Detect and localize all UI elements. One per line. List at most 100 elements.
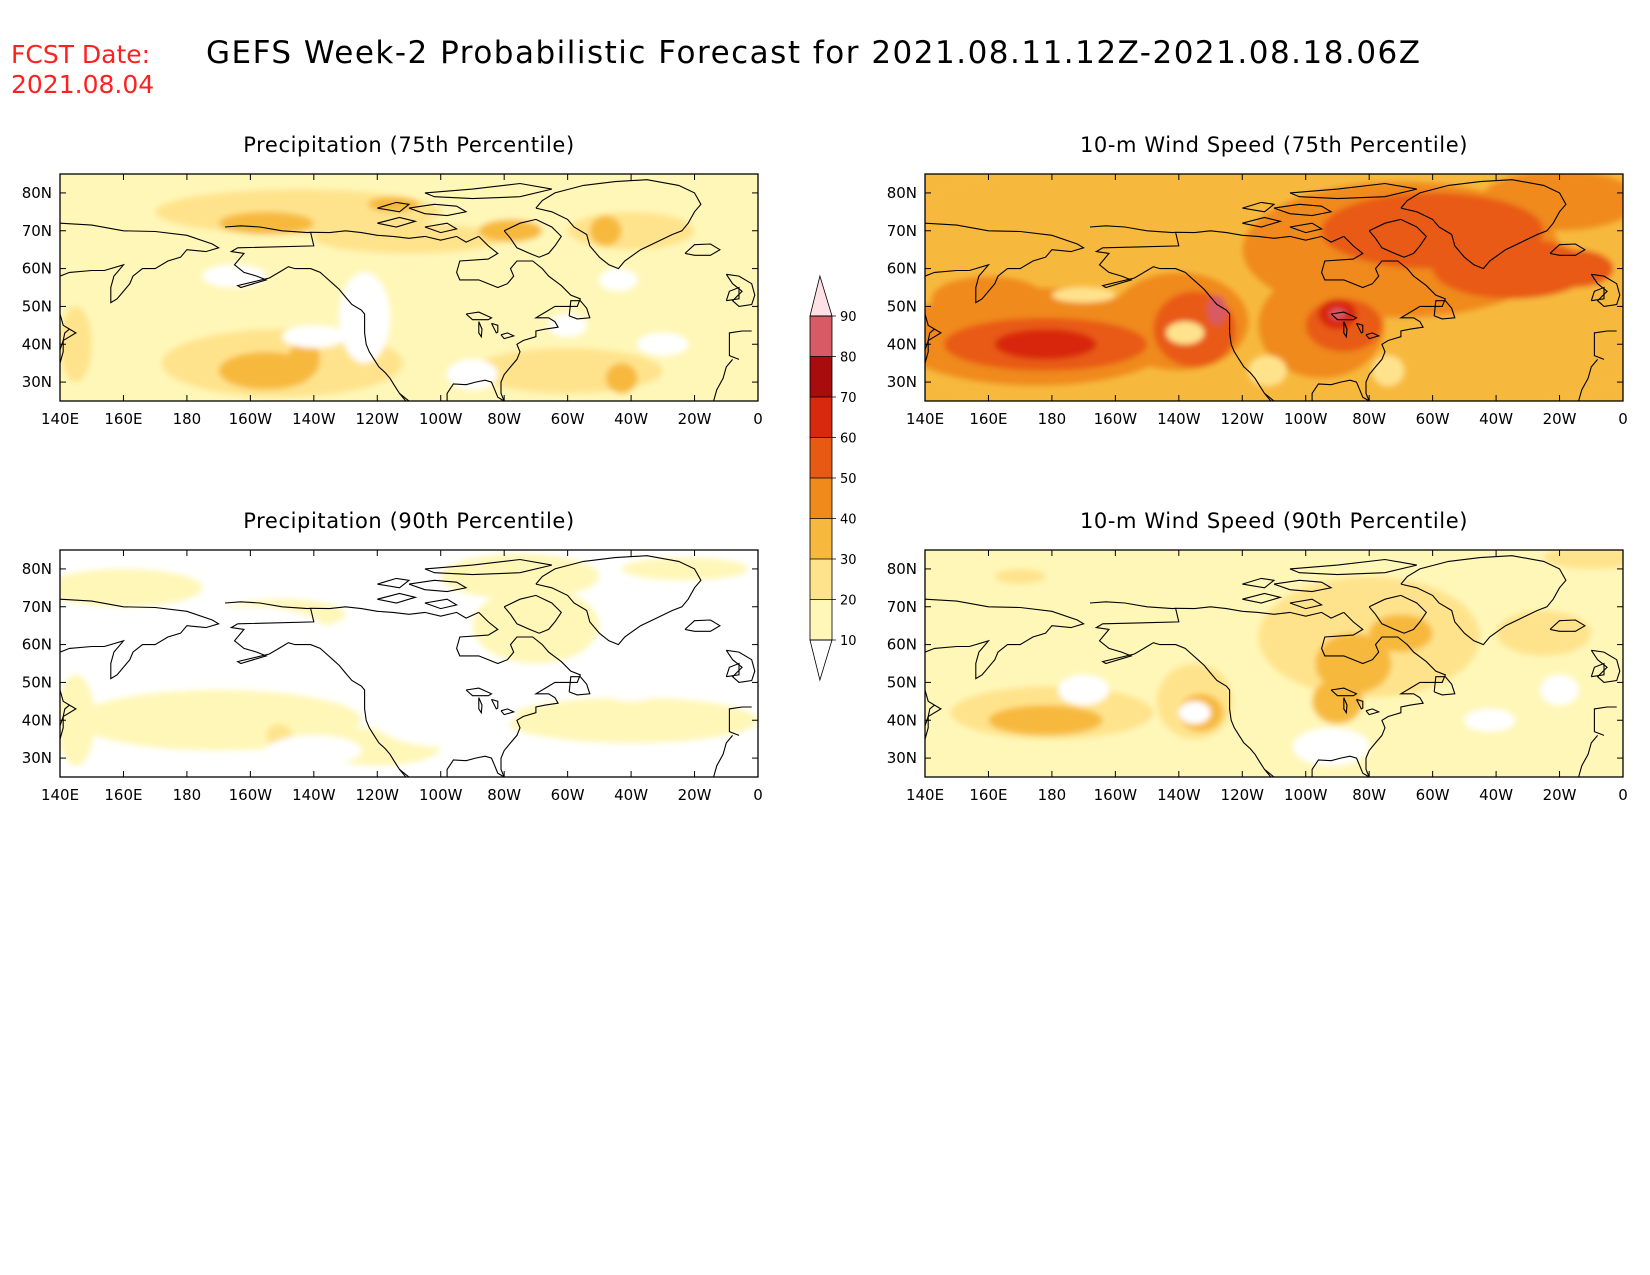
panel-title: 10-m Wind Speed (90th Percentile) [1080,509,1468,533]
x-tick-label: 20W [678,410,712,428]
x-tick-label: 80W [487,786,521,804]
y-tick-label: 60N [887,260,917,278]
y-tick-label: 60N [22,260,52,278]
field-shading [60,550,758,777]
x-tick-label: 160E [104,786,142,804]
x-tick-label: 140W [292,410,336,428]
x-tick-label: 120W [1221,410,1265,428]
y-tick-label: 70N [22,598,52,616]
y-tick-label: 80N [22,184,52,202]
x-tick-label: 160W [229,786,273,804]
panel-frame [59,173,759,402]
map-panel-3: Precipitation (90th Percentile) 80N 70N 60N… [22,509,763,804]
map-panel-2: 10-m Wind Speed (75th Percentile) 80N 70N 6… [887,133,1628,428]
colorbar-segment [810,518,832,559]
y-tick-label: 60N [22,636,52,654]
x-tick-label: 180 [1038,786,1067,804]
panel-frame [59,549,759,778]
x-tick-label: 160W [1094,786,1138,804]
colorbar-segment [810,559,832,600]
y-tick-label: 30N [887,373,917,391]
fcst-date-value: 2021.08.04 [11,70,154,99]
x-tick-label: 100W [1284,410,1328,428]
y-tick-label: 70N [887,222,917,240]
x-tick-label: 40W [1479,786,1513,804]
coastlines [925,555,1621,777]
panel-title: Precipitation (90th Percentile) [243,509,574,533]
x-tick-label: 20W [1543,410,1577,428]
x-tick-label: 60W [551,410,585,428]
x-tick-label: 60W [1416,410,1450,428]
x-tick-label: 0 [753,410,763,428]
panel-frame [924,549,1624,778]
colorbar-top-arrow [809,274,833,317]
x-tick-label: 80W [1352,410,1386,428]
y-tick-label: 30N [22,749,52,767]
x-tick-label: 140E [41,786,79,804]
y-tick-label: 30N [22,373,52,391]
field-shading [60,174,758,401]
x-tick-label: 20W [1543,786,1577,804]
colorbar-label: 70 [840,391,857,406]
y-tick-label: 50N [22,673,52,691]
y-tick-label: 60N [887,636,917,654]
y-tick-label: 70N [887,598,917,616]
x-tick-label: 160E [969,410,1007,428]
y-tick-label: 40N [887,335,917,353]
x-tick-label: 0 [1618,786,1628,804]
map-panels: Precipitation (75th Percentile) 80N 70N 60N… [22,133,1628,804]
map-panel-4: 10-m Wind Speed (90th Percentile) 80N 70N 6… [887,509,1628,804]
field-shading [925,550,1623,777]
colorbar-label: 20 [840,594,857,609]
y-tick-label: 30N [887,749,917,767]
x-tick-label: 140W [1157,410,1201,428]
y-tick-label: 50N [887,297,917,315]
x-tick-label: 180 [173,786,202,804]
fcst-date-label: FCST Date: [11,40,150,69]
x-tick-label: 80W [1352,786,1386,804]
colorbar-bottom-arrow [809,639,833,682]
field-shading [925,174,1623,401]
x-tick-label: 140W [1157,786,1201,804]
x-tick-label: 180 [1038,410,1067,428]
colorbar-label: 40 [840,513,857,528]
coastlines [925,179,1621,401]
colorbar-segment [810,356,832,397]
x-tick-label: 40W [614,410,648,428]
x-tick-label: 160W [229,410,273,428]
x-tick-label: 100W [419,786,463,804]
colorbar: 10 20 30 40 50 60 70 80 90 [809,274,857,682]
x-tick-label: 100W [1284,786,1328,804]
x-tick-label: 40W [1479,410,1513,428]
colorbar-segment [810,397,832,438]
y-tick-label: 40N [22,335,52,353]
x-tick-label: 100W [419,410,463,428]
y-tick-label: 40N [887,711,917,729]
map-panel-1: Precipitation (75th Percentile) 80N 70N 60N… [22,133,763,428]
y-tick-label: 80N [22,560,52,578]
x-tick-label: 80W [487,410,521,428]
panel-title: Precipitation (75th Percentile) [243,133,574,157]
colorbar-segment [810,478,832,519]
x-tick-label: 60W [551,786,585,804]
x-tick-label: 40W [614,786,648,804]
panel-frame [924,173,1624,402]
figure-title: GEFS Week-2 Probabilistic Forecast for 2… [206,35,1422,71]
x-tick-label: 160E [969,786,1007,804]
coastlines [60,555,756,777]
colorbar-label: 60 [840,432,857,447]
x-tick-label: 0 [1618,410,1628,428]
colorbar-label: 80 [840,351,857,366]
y-tick-label: 70N [22,222,52,240]
x-tick-label: 140W [292,786,336,804]
colorbar-label: 50 [840,472,857,487]
x-tick-label: 140E [906,410,944,428]
x-tick-label: 0 [753,786,763,804]
x-tick-label: 60W [1416,786,1450,804]
x-tick-label: 120W [1221,786,1265,804]
colorbar-segment [810,437,832,478]
y-tick-label: 50N [887,673,917,691]
x-tick-label: 20W [678,786,712,804]
x-tick-label: 140E [906,786,944,804]
